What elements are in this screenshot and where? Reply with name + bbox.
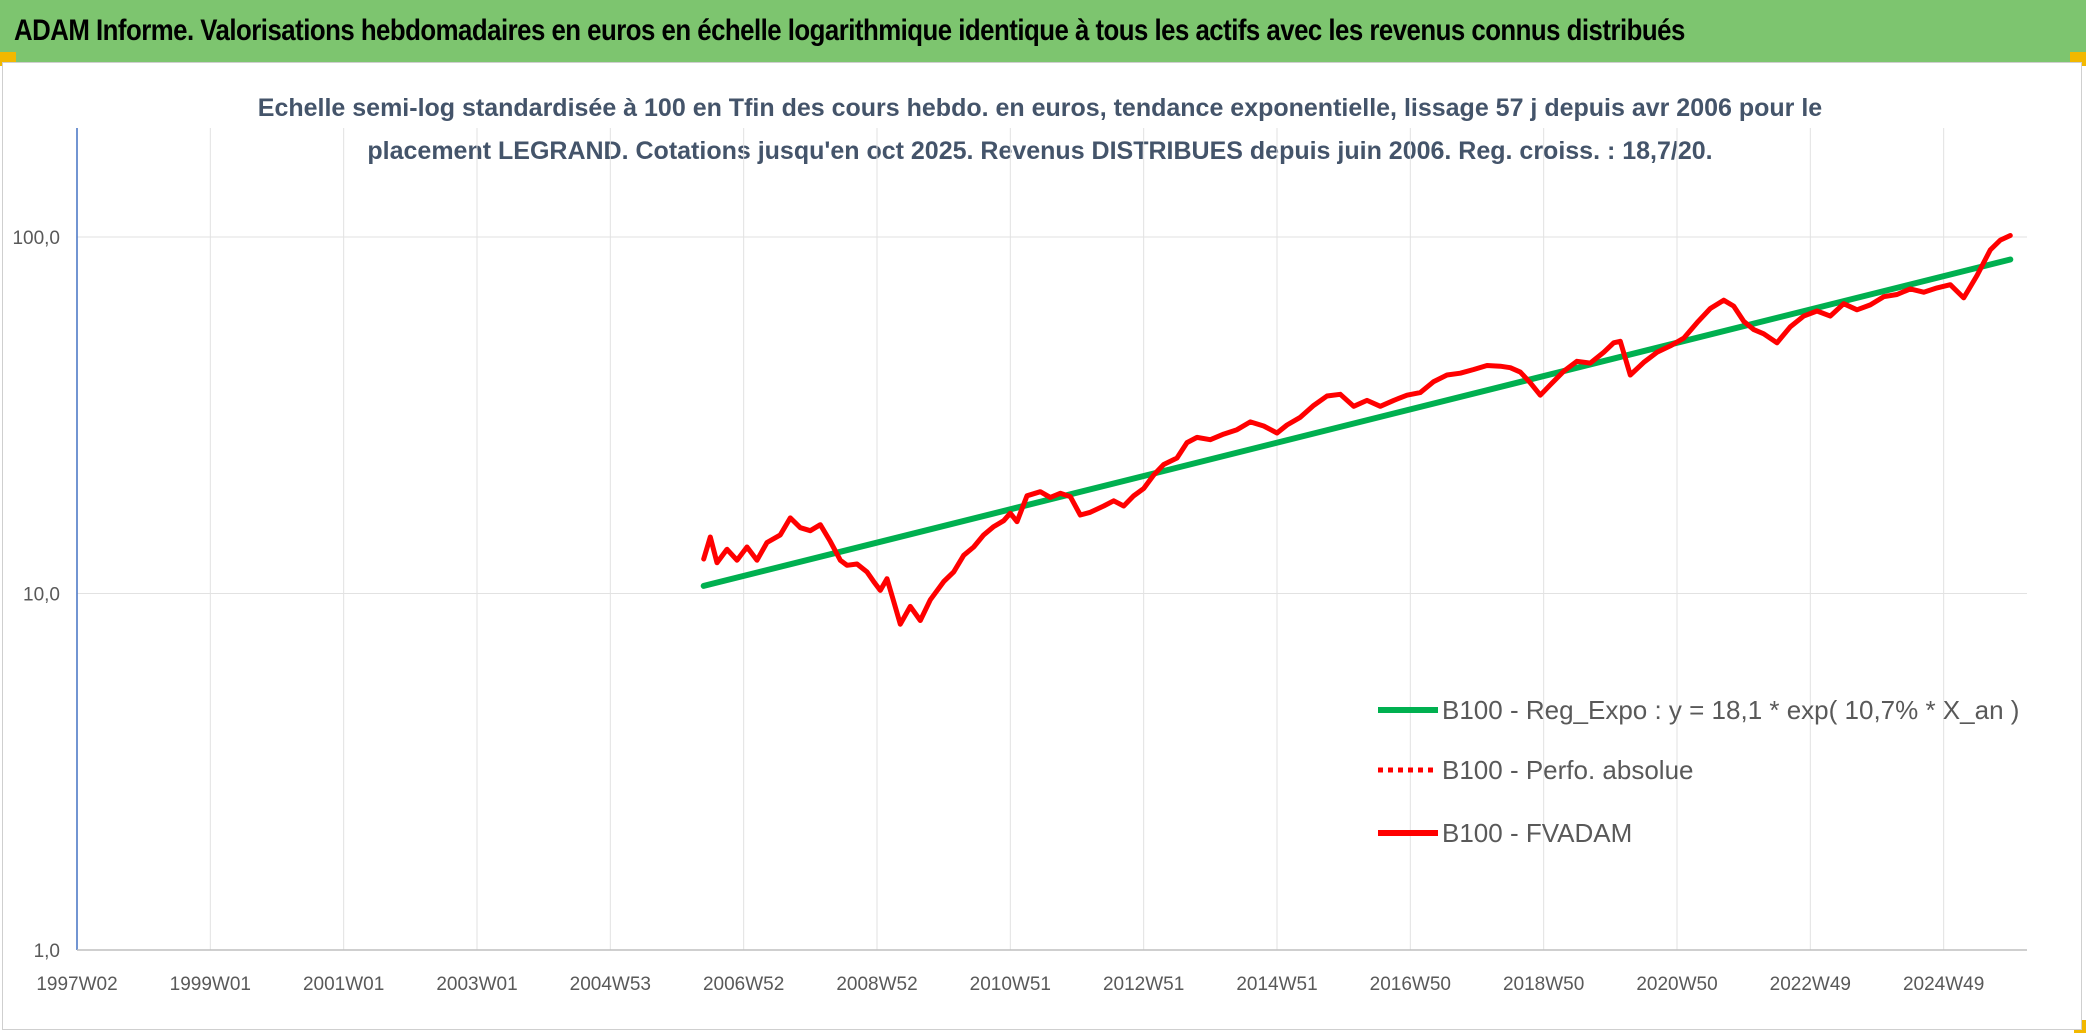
y-gridlines — [77, 236, 2027, 951]
banner: ADAM Informe. Valorisations hebdomadaire… — [0, 0, 2086, 62]
chart-title-line-2: placement LEGRAND. Cotations jusqu'en oc… — [367, 137, 1712, 165]
legend-label-fvadam: B100 - FVADAM — [1442, 818, 1632, 848]
chart-title-line-1: Echelle semi-log standardisée à 100 en T… — [258, 94, 1823, 122]
x-tick-label-4: 2004W53 — [570, 974, 651, 995]
x-tick-label-7: 2010W51 — [970, 974, 1051, 995]
x-tick-label-13: 2022W49 — [1770, 974, 1851, 995]
series-line-2 — [701, 233, 2013, 627]
x-tick-label-14: 2024W49 — [1903, 974, 1984, 995]
x-gridlines — [76, 128, 1945, 950]
x-tick-label-6: 2008W52 — [836, 974, 917, 995]
chart-frame — [2, 62, 2082, 1030]
x-tick-label-12: 2020W50 — [1636, 974, 1717, 995]
x-tick-label-10: 2016W50 — [1370, 974, 1451, 995]
x-axis-ticks: 1997W02 1999W01 2001W01 2003W01 2004W53 2006W… — [36, 974, 1984, 995]
legend: B100 - Reg_Expo : y = 18,1 * exp( 10,7% … — [1378, 695, 2019, 848]
series-layer — [700, 233, 2014, 627]
x-tick-label-11: 2018W50 — [1503, 974, 1584, 995]
x-tick-label-8: 2012W51 — [1103, 974, 1184, 995]
series-line-0 — [700, 256, 2014, 589]
y-tick-label-2: 100,0 — [12, 228, 60, 249]
x-tick-label-2: 2001W01 — [303, 974, 384, 995]
x-tick-label-5: 2006W52 — [703, 974, 784, 995]
x-tick-label-3: 2003W01 — [436, 974, 517, 995]
x-tick-label-9: 2014W51 — [1236, 974, 1317, 995]
x-tick-label-1: 1999W01 — [170, 974, 251, 995]
x-tick-label-0: 1997W02 — [36, 974, 117, 995]
legend-label-reg-expo: B100 - Reg_Expo : y = 18,1 * exp( 10,7% … — [1442, 695, 2019, 725]
y-axis-ticks: 1,0 10,0 100,0 — [12, 228, 60, 962]
legend-label-perfo-absolue: B100 - Perfo. absolue — [1442, 755, 1694, 785]
banner-title: ADAM Informe. Valorisations hebdomadaire… — [14, 14, 1685, 47]
y-tick-label-1: 10,0 — [23, 585, 60, 606]
y-tick-label-0: 1,0 — [34, 941, 60, 962]
